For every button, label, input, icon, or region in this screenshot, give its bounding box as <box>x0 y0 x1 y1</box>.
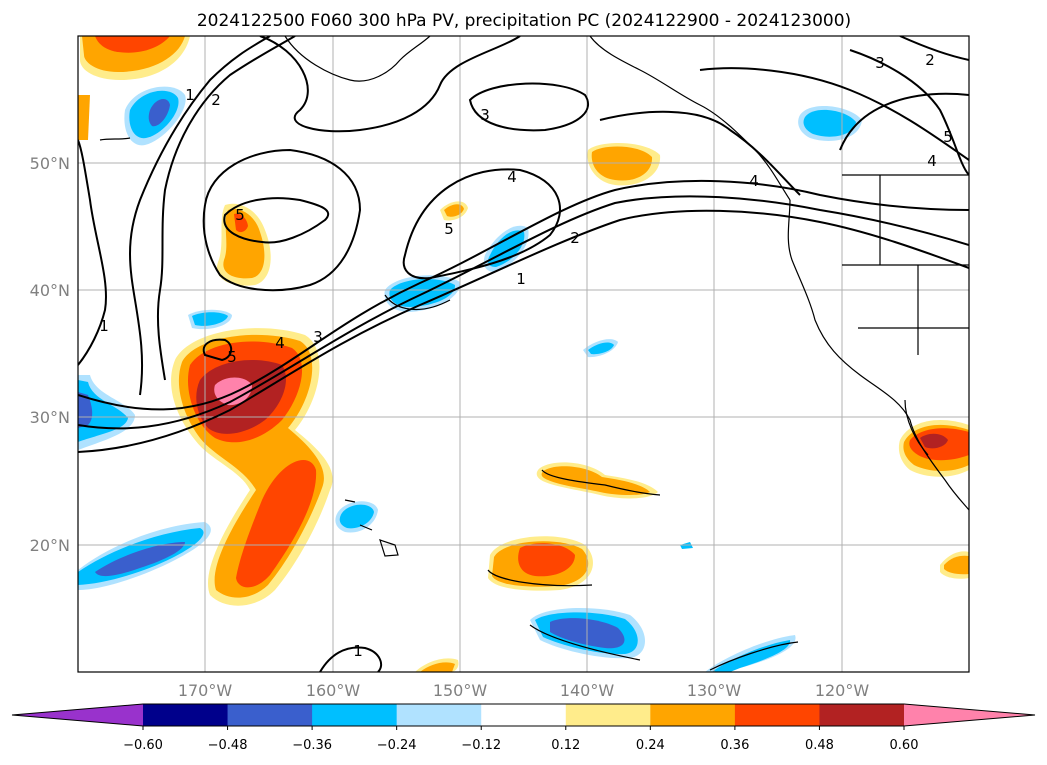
colorbar-tick-label: −0.48 <box>208 738 248 753</box>
pv-label-5: 5 <box>943 128 953 146</box>
map-frame <box>77 35 970 673</box>
colorbar-extend-max <box>904 704 1035 726</box>
lon-label: 160°W <box>306 681 361 700</box>
colorbar-tick-label: −0.24 <box>377 738 417 753</box>
colorbar-segment <box>650 704 736 726</box>
map-title: 2024122500 F060 300 hPa PV, precipitatio… <box>197 11 851 31</box>
colorbar-tick-label: 0.24 <box>636 738 665 753</box>
colorbar-tick-label: −0.60 <box>123 738 163 753</box>
lat-label: 30°N <box>30 408 70 427</box>
pv-label-3: 3 <box>480 106 490 124</box>
coastlines <box>99 36 969 671</box>
lat-label: 50°N <box>30 154 70 173</box>
pv-label-4: 4 <box>275 334 285 352</box>
lat-label: 20°N <box>30 536 70 555</box>
colorbar-segment <box>396 704 482 726</box>
pv-label-3: 3 <box>313 328 323 346</box>
pv-contours <box>78 36 969 672</box>
colorbar-tick-label: 0.48 <box>805 738 834 753</box>
pv-label-1: 1 <box>353 642 363 660</box>
lon-label: 130°W <box>687 681 742 700</box>
lon-label: 140°W <box>560 681 615 700</box>
colorbar-tick-label: −0.12 <box>461 738 501 753</box>
colorbar-tick-label: 0.36 <box>720 738 749 753</box>
pv-label-2: 2 <box>570 229 580 247</box>
pv-contour-labels: 1 2 3 4 5 1 1 2 5 5 4 3 3 2 5 4 4 1 <box>99 51 953 660</box>
colorbar-tick-label: −0.36 <box>292 738 332 753</box>
colorbar-tick-label: 0.12 <box>551 738 580 753</box>
lon-label: 120°W <box>815 681 870 700</box>
colorbar-segment <box>734 704 820 726</box>
pv-label-1: 1 <box>516 270 526 288</box>
colorbar-segment <box>819 704 905 726</box>
colorbar: −0.60 −0.48 −0.36 −0.24 −0.12 0.12 0.24 0.36 0.4… <box>11 703 1036 753</box>
pv-label-4: 4 <box>749 172 759 190</box>
pv-label-1: 1 <box>99 317 109 335</box>
map-panel: 1 2 3 4 5 1 1 2 5 5 4 3 3 2 5 4 4 1 <box>77 35 970 673</box>
latitude-labels: 50°N 40°N 30°N 20°N <box>30 154 70 555</box>
colorbar-segment <box>481 704 567 726</box>
colorbar-segment <box>143 704 229 726</box>
colorbar-tick-label: 0.60 <box>890 738 919 753</box>
pv-label-1: 1 <box>185 86 195 104</box>
pv-label-2: 2 <box>211 91 221 109</box>
pv-label-4: 4 <box>927 152 937 170</box>
lon-label: 150°W <box>433 681 488 700</box>
colorbar-extend-min <box>12 704 143 726</box>
longitude-labels: 170°W 160°W 150°W 140°W 130°W 120°W <box>178 681 870 700</box>
lat-label: 40°N <box>30 281 70 300</box>
colorbar-segment <box>312 704 398 726</box>
colorbar-segment <box>227 704 313 726</box>
lon-label: 170°W <box>178 681 233 700</box>
graticule <box>78 36 969 672</box>
pv-label-2: 2 <box>925 51 935 69</box>
pv-label-5: 5 <box>227 348 237 366</box>
precip-shading <box>78 36 969 672</box>
pv-label-5: 5 <box>235 206 245 224</box>
colorbar-segment <box>565 704 651 726</box>
pv-label-5: 5 <box>444 220 454 238</box>
pv-label-4: 4 <box>507 168 517 186</box>
pv-label-3: 3 <box>875 54 885 72</box>
